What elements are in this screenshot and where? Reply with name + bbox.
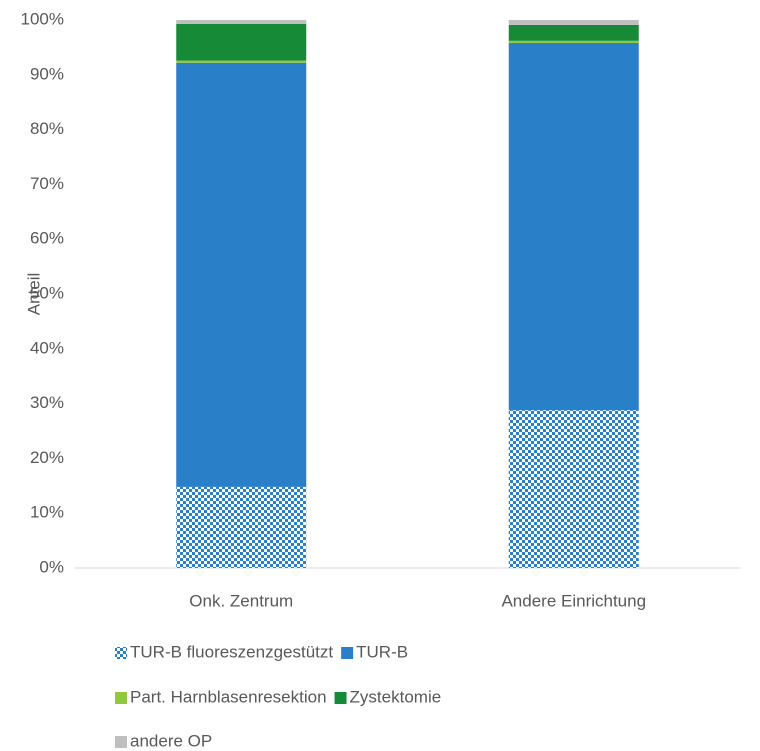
legend-label: TUR-B fluoreszenzgestützt — [130, 642, 333, 661]
y-tick-label: 50% — [30, 283, 64, 302]
bar-segment — [508, 20, 639, 25]
x-tick-label: Andere Einrichtung — [501, 591, 646, 610]
y-tick-label: 60% — [30, 229, 64, 248]
bar-segment — [176, 20, 307, 24]
legend-label: Part. Harnblasenresektion — [130, 687, 327, 706]
legend-swatch — [334, 692, 347, 704]
bar-segment — [508, 43, 639, 411]
y-tick-label: 90% — [30, 64, 64, 83]
bar-segment — [508, 40, 639, 44]
y-tick-label: 30% — [30, 393, 64, 412]
legend-label: andere OP — [130, 731, 212, 750]
y-tick-label: 10% — [30, 503, 64, 522]
bar-segment — [508, 24, 639, 41]
y-tick-label: 80% — [30, 119, 64, 138]
y-tick-label: 70% — [30, 174, 64, 193]
legend-swatch — [115, 692, 127, 704]
legend-label: TUR-B — [356, 642, 408, 661]
bar-segment — [508, 410, 639, 568]
legend-swatch — [341, 647, 354, 659]
bar-segment — [176, 486, 307, 568]
y-tick-label: 40% — [30, 338, 64, 357]
legend-label: Zystektomie — [350, 687, 442, 706]
y-tick-label: 20% — [30, 448, 64, 467]
y-tick-label: 0% — [39, 557, 64, 576]
bar-segment — [176, 60, 307, 63]
x-tick-label: Onk. Zentrum — [189, 591, 293, 610]
legend-swatch — [115, 736, 127, 748]
bar-segment — [176, 23, 307, 61]
bar-segment — [176, 62, 307, 487]
y-axis-label: Anteil — [24, 273, 43, 316]
y-tick-label: 100% — [21, 9, 64, 28]
legend-swatch — [115, 647, 127, 659]
